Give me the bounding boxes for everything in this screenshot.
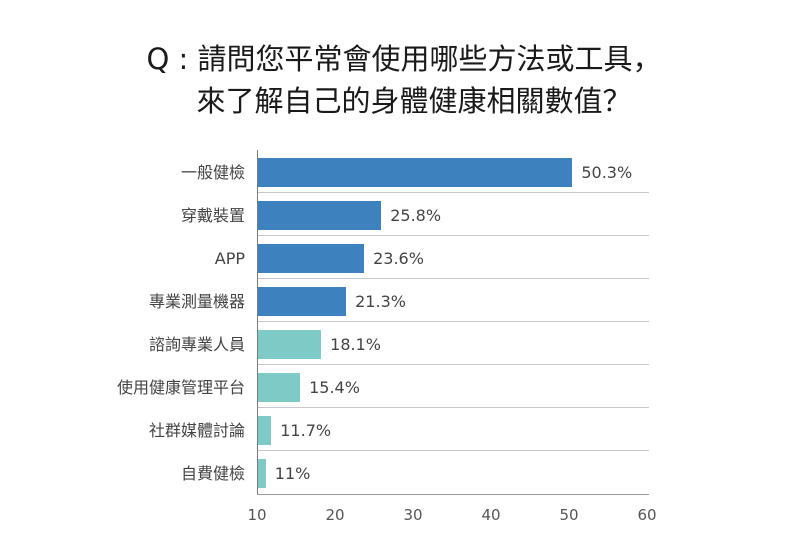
x-tick-label: 40 <box>481 506 501 524</box>
category-label: 使用健康管理平台 <box>116 378 245 397</box>
row-divider <box>257 321 649 322</box>
bar-value-label: 50.3% <box>581 163 633 182</box>
x-tick-label: 30 <box>403 506 423 524</box>
bar <box>258 330 322 359</box>
bar-row: 23.6% <box>257 236 649 279</box>
bar <box>258 287 347 316</box>
bar-row: 11% <box>257 451 647 494</box>
bar <box>258 373 301 402</box>
category-label: APP <box>214 249 245 268</box>
bar <box>258 459 266 488</box>
chart-title-line-1: Q : 請問您平常會使用哪些方法或工具， <box>146 42 662 76</box>
category-label: 自費健檢 <box>180 464 245 483</box>
bar-value-label: 18.1% <box>330 335 381 354</box>
bar <box>258 158 573 187</box>
category-label: 穿戴裝置 <box>180 206 245 225</box>
row-divider <box>257 450 649 451</box>
bar <box>258 244 365 273</box>
x-tick-label: 20 <box>325 506 345 524</box>
bar-value-label: 25.8% <box>390 206 442 225</box>
category-label: 諮詢專業人員 <box>148 335 245 354</box>
bar-row: 25.8% <box>257 193 649 236</box>
row-divider <box>257 192 649 193</box>
row-divider <box>257 407 649 408</box>
row-divider <box>257 235 649 236</box>
x-tick-label: 50 <box>559 506 579 524</box>
bar-value-label: 11.7% <box>280 421 332 440</box>
bar-value-label: 21.3% <box>355 292 406 311</box>
category-label: 專業測量機器 <box>148 292 245 311</box>
plot-area: 50.3% 25.8% 23.6% 21.3% 18.1% 15.4% 11.7% 11% <box>257 150 649 494</box>
row-divider <box>257 364 649 365</box>
bar-value-label: 15.4% <box>309 378 360 397</box>
bar-row: 21.3% <box>257 279 649 322</box>
bar-row: 15.4% <box>257 365 649 408</box>
bar <box>258 416 272 445</box>
x-axis-line <box>257 494 649 495</box>
bar-row: 50.3% <box>257 150 649 193</box>
x-tick-label: 10 <box>247 506 267 524</box>
category-label: 社群媒體討論 <box>148 421 245 440</box>
bar-value-label: 11% <box>274 464 311 483</box>
bar-row: 18.1% <box>257 322 649 365</box>
bar-value-label: 23.6% <box>373 249 424 268</box>
bar <box>258 201 382 230</box>
x-tick-label: 60 <box>637 506 657 524</box>
row-divider <box>257 278 649 279</box>
chart-title-line-2: 來了解自己的身體健康相關數值？ <box>196 84 632 118</box>
bar-row: 11.7% <box>257 408 649 451</box>
category-label: 一般健檢 <box>180 163 245 182</box>
y-axis-line <box>257 150 258 495</box>
